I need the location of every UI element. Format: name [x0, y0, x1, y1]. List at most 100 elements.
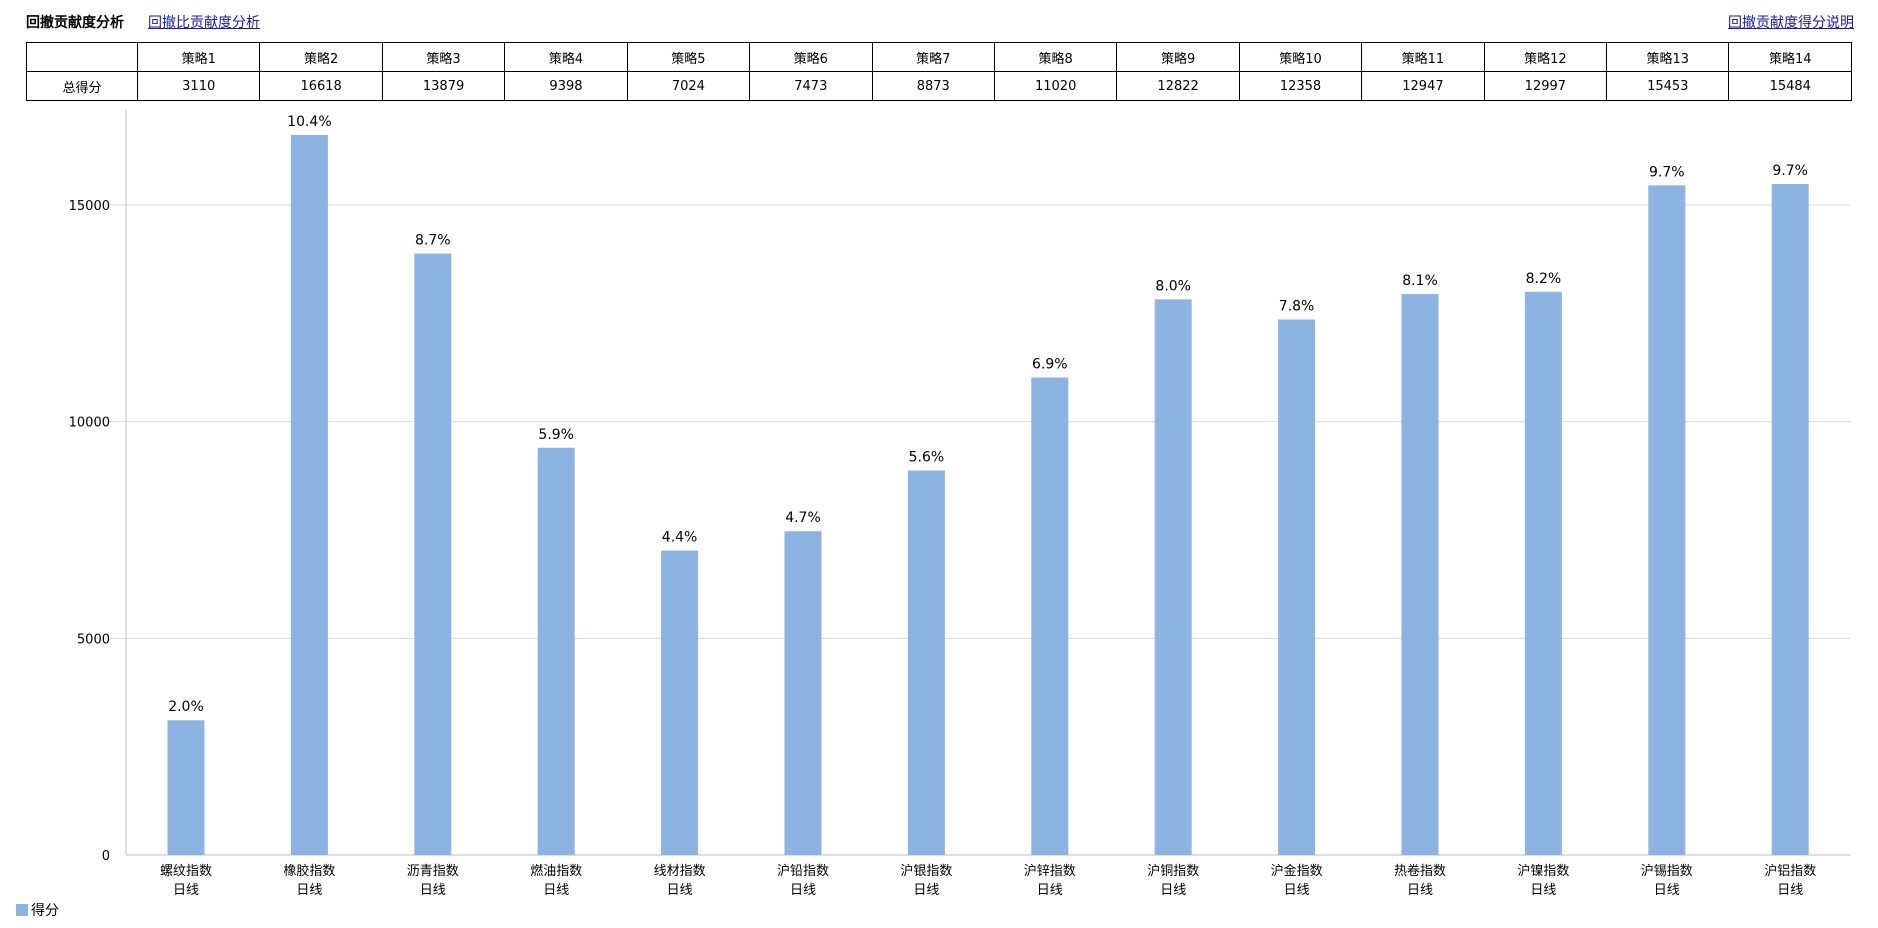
- bar-data-label: 5.9%: [538, 427, 574, 443]
- bar: [1031, 377, 1069, 855]
- bar-data-label: 9.7%: [1649, 164, 1685, 180]
- x-category-label: 日线: [1037, 883, 1063, 898]
- x-category-label: 日线: [296, 883, 322, 898]
- x-category-label: 日线: [913, 883, 939, 898]
- bar-data-label: 4.4%: [662, 530, 698, 546]
- table-score-cell: 7024: [626, 71, 751, 101]
- bar: [290, 134, 328, 856]
- table-header-cell: 策略1: [136, 42, 261, 72]
- bar: [907, 470, 945, 855]
- table-score-cell: 9398: [504, 71, 628, 101]
- table-score-cell: 3110: [136, 71, 261, 101]
- bar-data-label: 6.9%: [1032, 356, 1068, 372]
- legend-swatch: [16, 904, 28, 916]
- table-score-cell: 7473: [749, 71, 873, 101]
- x-category-label: 螺纹指数: [160, 864, 212, 879]
- legend-label: 得分: [31, 903, 59, 919]
- table-score-cell: 15484: [1728, 71, 1852, 101]
- x-category-label: 日线: [1407, 883, 1433, 898]
- table-header-cell: 策略9: [1116, 42, 1240, 72]
- table-corner-cell: [26, 42, 138, 72]
- bar: [414, 253, 452, 855]
- bar: [661, 550, 699, 855]
- x-category-label: 日线: [1654, 883, 1680, 898]
- x-category-label: 沪金指数: [1271, 863, 1323, 879]
- table-header-cell: 策略10: [1238, 42, 1363, 72]
- x-category-label: 日线: [1160, 883, 1186, 898]
- x-category-label: 日线: [1284, 883, 1310, 898]
- score-bar-chart: 0500010000150002.0%螺纹指数日线同森万象AI110.4%橡胶指…: [69, 110, 1850, 898]
- table-score-cell: 8873: [871, 71, 995, 101]
- bar-data-label: 5.6%: [909, 450, 945, 466]
- bar: [1648, 185, 1686, 855]
- table-score-cell: 12822: [1116, 71, 1240, 101]
- bar-data-label: 2.0%: [168, 699, 204, 715]
- bar: [537, 447, 575, 855]
- x-category-label: 沪锌指数: [1024, 863, 1076, 879]
- table-score-cell: 11020: [993, 71, 1118, 101]
- table-header-cell: 策略2: [259, 42, 383, 72]
- bar: [1154, 299, 1192, 855]
- x-category-label: 日线: [790, 883, 816, 898]
- bar: [1401, 293, 1439, 855]
- bar-data-label: 10.4%: [287, 114, 331, 130]
- bar: [1771, 184, 1809, 855]
- bar-data-label: 8.1%: [1402, 273, 1438, 289]
- bar: [1278, 319, 1316, 855]
- x-category-label: 沪镍指数: [1517, 863, 1569, 879]
- table-header-cell: 策略5: [626, 42, 751, 72]
- chart-legend: 得分: [16, 900, 59, 920]
- table-header-cell: 策略12: [1483, 42, 1608, 72]
- x-category-label: 橡胶指数: [283, 863, 335, 879]
- x-category-label: 沥青指数: [407, 864, 459, 879]
- table-header-cell: 策略6: [749, 42, 873, 72]
- score-table: 策略1 策略2 策略3 策略4 策略5 策略6 策略7 策略8 策略9 策略10 策略11 策略12 策…: [26, 42, 1852, 101]
- table-score-cell: 13879: [381, 71, 506, 101]
- page-title: 回撤贡献度分析: [26, 15, 124, 31]
- bar-data-label: 8.7%: [415, 233, 451, 249]
- bar: [1524, 291, 1562, 856]
- table-header-cell: 策略7: [871, 42, 995, 72]
- x-category-label: 日线: [543, 883, 569, 898]
- table-header-cell: 策略14: [1728, 42, 1852, 72]
- x-category-label: 线材指数: [654, 864, 706, 879]
- x-category-label: 沪银指数: [900, 863, 952, 879]
- bar-data-label: 4.7%: [785, 510, 821, 526]
- y-tick-label: 10000: [69, 416, 110, 431]
- table-header-row: 策略1 策略2 策略3 策略4 策略5 策略6 策略7 策略8 策略9 策略10 策略11 策略12 策…: [26, 42, 1852, 72]
- table-header-cell: 策略13: [1606, 42, 1730, 72]
- x-category-label: 日线: [420, 883, 446, 898]
- table-score-cell: 16618: [259, 71, 383, 101]
- table-score-row: 总得分 3110 16618 13879 9398 7024 7473 8873 11020 1…: [26, 71, 1852, 101]
- bar-data-label: 7.8%: [1279, 298, 1315, 314]
- x-category-label: 沪铅指数: [777, 863, 829, 879]
- top-bar: 回撤贡献度分析 回撤比贡献度分析 回撤贡献度得分说明: [26, 10, 1854, 34]
- x-category-label: 燃油指数: [530, 863, 582, 879]
- x-category-label: 沪铝指数: [1764, 863, 1816, 879]
- x-category-label: 日线: [1777, 883, 1803, 898]
- x-category-label: 日线: [173, 883, 199, 898]
- bar: [784, 531, 822, 855]
- table-score-cell: 12358: [1238, 71, 1363, 101]
- score-explanation-link[interactable]: 回撤贡献度得分说明: [1728, 15, 1854, 31]
- table-header-cell: 策略8: [993, 42, 1118, 72]
- bar-data-label: 8.2%: [1526, 271, 1562, 287]
- table-score-cell: 15453: [1606, 71, 1730, 101]
- table-header-cell: 策略3: [381, 42, 506, 72]
- bar-data-label: 9.7%: [1772, 163, 1808, 179]
- table-header-cell: 策略11: [1361, 42, 1485, 72]
- total-score-label: 总得分: [26, 71, 138, 101]
- y-tick-label: 5000: [77, 632, 110, 647]
- y-tick-label: 0: [102, 849, 110, 864]
- drawdown-ratio-analysis-link[interactable]: 回撤比贡献度分析: [148, 15, 260, 31]
- table-score-cell: 12947: [1361, 71, 1485, 101]
- bar-data-label: 8.0%: [1155, 278, 1191, 294]
- bar: [167, 720, 205, 855]
- y-tick-label: 15000: [69, 199, 110, 214]
- x-category-label: 热卷指数: [1394, 863, 1446, 879]
- x-category-label: 沪锡指数: [1641, 863, 1693, 879]
- table-header-cell: 策略4: [504, 42, 628, 72]
- table-score-cell: 12997: [1483, 71, 1608, 101]
- x-category-label: 沪铜指数: [1147, 863, 1199, 879]
- x-category-label: 日线: [667, 883, 693, 898]
